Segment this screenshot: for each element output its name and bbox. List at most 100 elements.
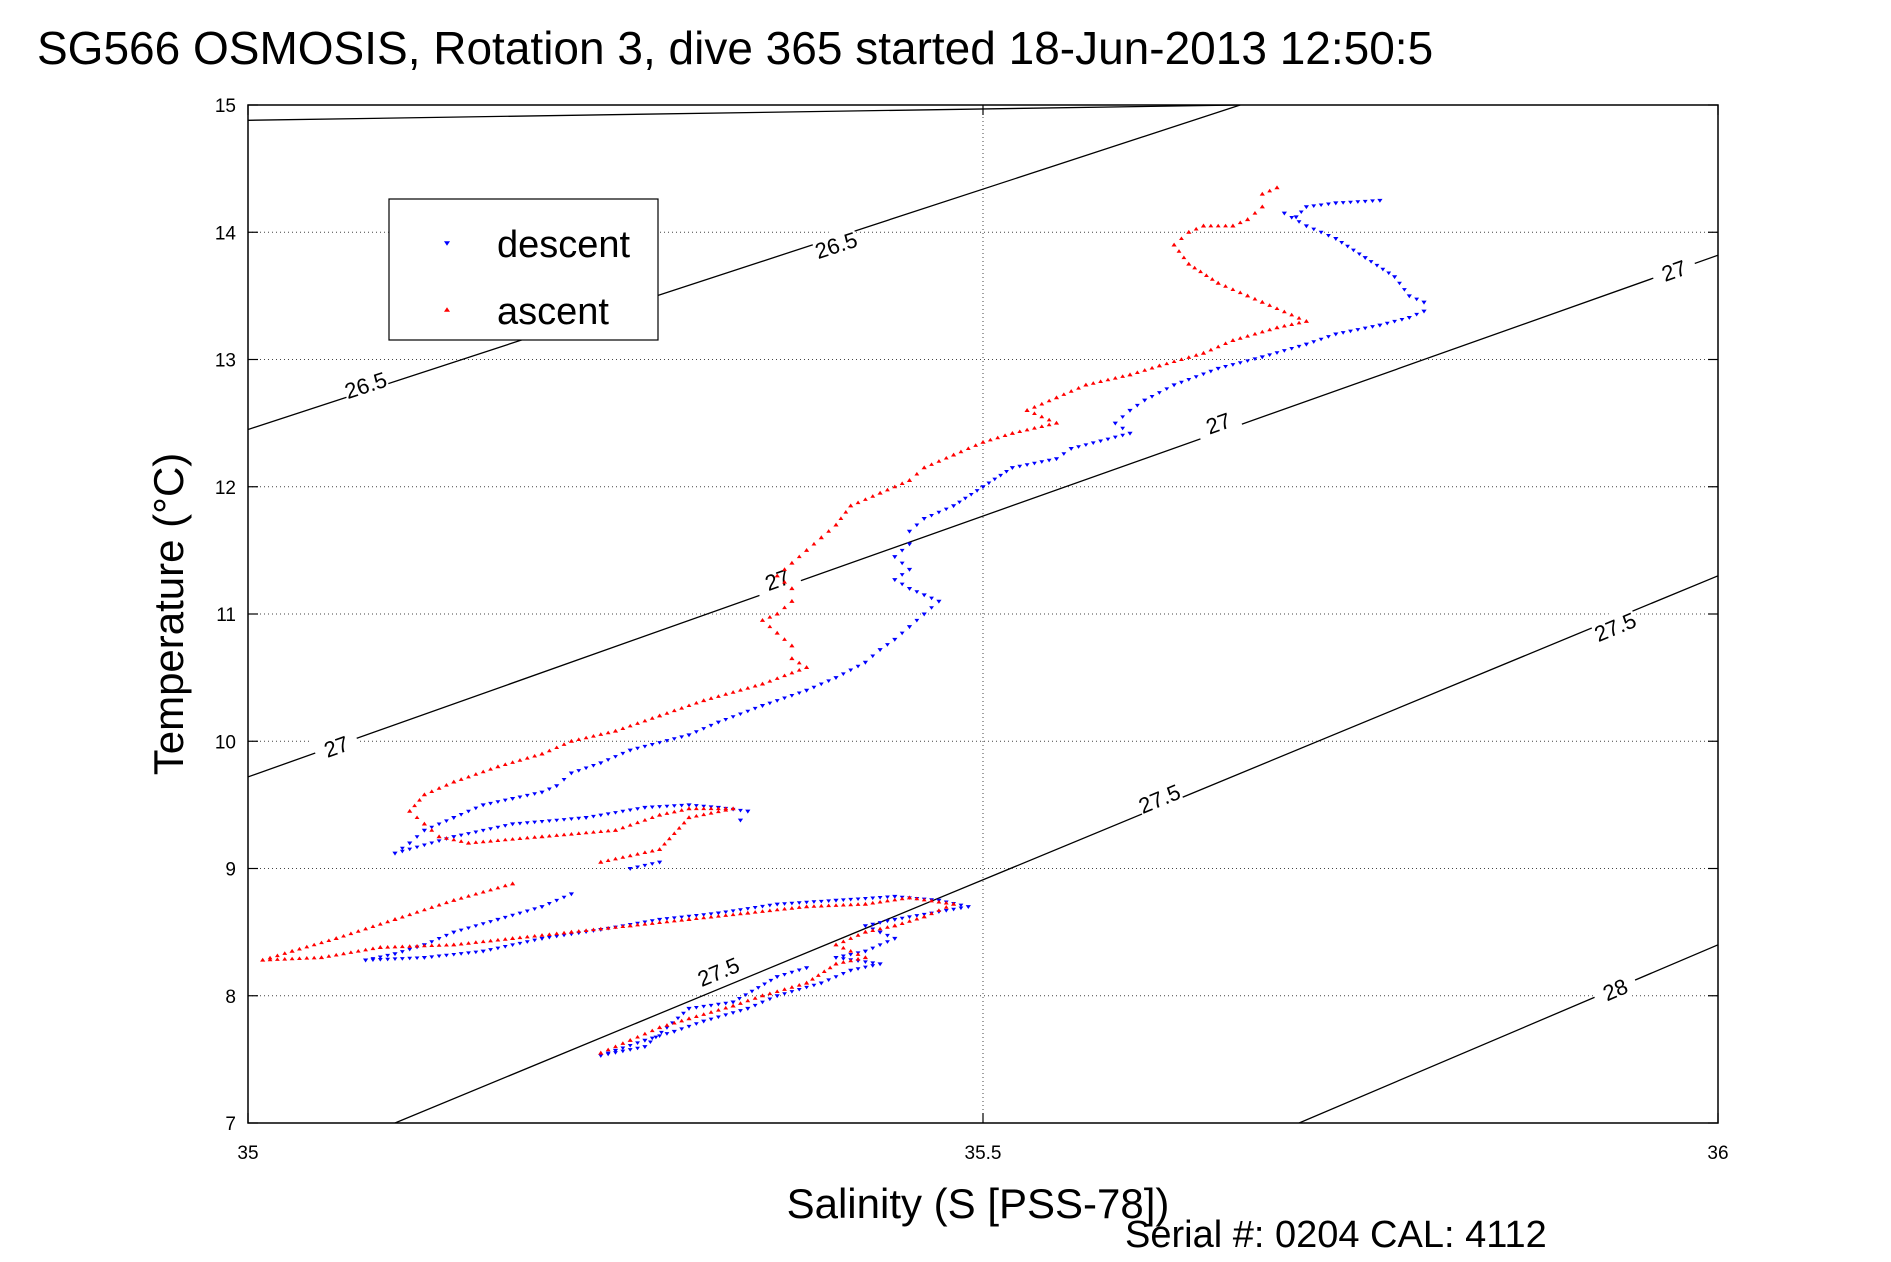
descent-point — [745, 1006, 751, 1011]
descent-point — [738, 712, 743, 717]
ascent-point — [723, 808, 729, 812]
descent-point — [1339, 240, 1345, 245]
y-axis-label: Temperature (°C) — [145, 453, 192, 776]
descent-point — [539, 790, 545, 795]
ascent-point — [657, 847, 663, 851]
ascent-point — [333, 952, 339, 957]
ascent-point — [517, 758, 523, 762]
ascent-point — [429, 828, 435, 832]
ascent-point — [613, 1044, 618, 1049]
ascent-point — [796, 905, 802, 909]
descent-point — [863, 896, 868, 901]
ascent-point — [804, 980, 810, 985]
descent-point — [510, 796, 516, 801]
ascent-point — [759, 993, 766, 998]
descent-point — [422, 843, 427, 848]
ascent-point — [488, 938, 493, 943]
ascent-point — [517, 935, 523, 940]
ascent-point — [811, 541, 817, 546]
ascent-point — [796, 982, 802, 987]
ascent-point — [635, 922, 640, 927]
ascent-point — [782, 637, 787, 641]
ascent-point — [1245, 334, 1250, 338]
ascent-point — [399, 944, 405, 949]
ascent-point — [885, 898, 890, 903]
descent-point — [539, 905, 545, 910]
descent-point — [693, 913, 699, 918]
descent-point — [473, 924, 479, 928]
descent-point — [951, 504, 957, 509]
ascent-point — [318, 955, 325, 960]
descent-point — [657, 917, 663, 922]
ascent-point — [855, 500, 861, 505]
descent-point — [605, 758, 611, 762]
descent-point — [1362, 256, 1368, 261]
ascent-point — [1024, 408, 1030, 412]
ascent-point — [341, 933, 346, 938]
descent-point — [840, 972, 846, 976]
ascent-point — [598, 926, 604, 931]
descent-point — [1311, 204, 1317, 209]
x-axis-label: Salinity (S [PSS-78]) — [787, 1180, 1170, 1227]
ascent-point — [417, 798, 422, 802]
descent-point — [899, 561, 905, 566]
descent-point — [693, 1005, 699, 1010]
ascent-point — [789, 598, 795, 603]
descent-point — [848, 897, 854, 902]
ascent-point — [943, 900, 949, 905]
ascent-point — [1267, 327, 1273, 332]
ascent-point — [1053, 420, 1060, 425]
ascent-point — [767, 679, 773, 683]
descent-point — [1293, 215, 1299, 220]
descent-point — [399, 846, 405, 851]
descent-point — [675, 1016, 681, 1021]
descent-point — [863, 960, 868, 964]
ascent-point — [789, 643, 795, 648]
ascent-point — [833, 961, 839, 966]
ascent-point — [605, 858, 611, 862]
descent-point — [517, 821, 523, 826]
descent-point — [1076, 445, 1081, 449]
ascent-point — [576, 831, 582, 835]
descent-point — [671, 1029, 677, 1034]
descent-point — [1252, 357, 1258, 362]
ascent-point — [738, 911, 743, 916]
descent-point — [1237, 361, 1243, 365]
descent-point — [686, 1006, 692, 1011]
ascent-point — [723, 1005, 729, 1010]
descent-point — [392, 957, 398, 962]
descent-point — [568, 892, 574, 897]
ascent-point — [862, 929, 868, 934]
descent-point — [980, 485, 986, 490]
ascent-point — [451, 837, 457, 842]
ascent-point — [662, 841, 667, 846]
ascent-point — [1032, 405, 1037, 409]
ascent-point — [667, 836, 672, 841]
ascent-point — [348, 931, 354, 936]
descent-point — [1384, 321, 1390, 326]
descent-point — [576, 769, 582, 773]
ascent-point — [686, 1016, 692, 1021]
descent-point — [870, 922, 876, 927]
descent-point — [755, 986, 761, 990]
ascent-point — [848, 936, 854, 940]
ascent-point — [716, 809, 721, 814]
descent-point — [1017, 464, 1023, 469]
contour-label-bg — [751, 559, 802, 599]
descent-point — [708, 1017, 714, 1022]
descent-point — [436, 822, 442, 827]
ascent-point — [524, 835, 530, 840]
ascent-point — [627, 1037, 633, 1042]
descent-point — [965, 905, 971, 910]
descent-point — [921, 612, 927, 617]
ascent-point — [899, 921, 905, 925]
descent-point — [899, 548, 905, 553]
descent-point — [681, 1011, 686, 1016]
descent-point — [1340, 331, 1346, 335]
descent-point — [451, 835, 457, 840]
ascent-point — [899, 896, 905, 901]
descent-point — [693, 730, 699, 734]
serial-cal-footer: Serial #: 0204 CAL: 4112 — [1125, 1214, 1547, 1256]
legend-label-ascent: ascent — [497, 291, 609, 333]
ascent-point — [429, 789, 435, 793]
